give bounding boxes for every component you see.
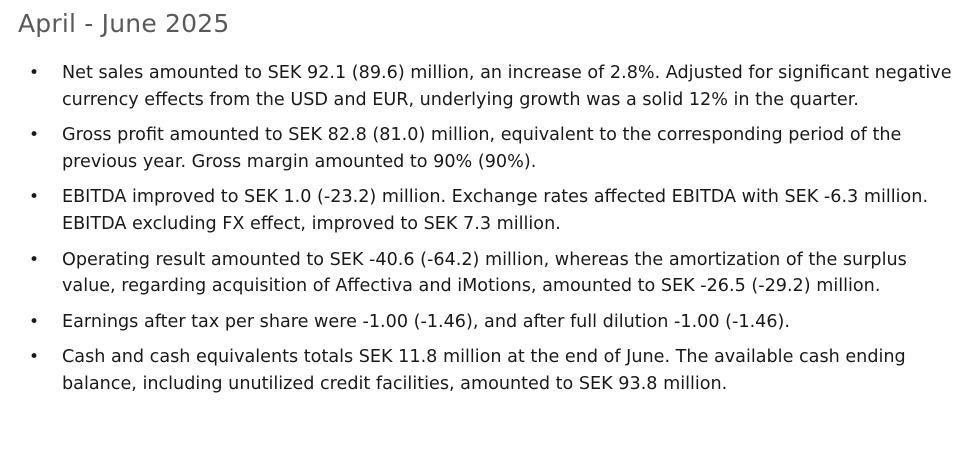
list-item-text: Gross profit amounted to SEK 82.8 (81.0)… <box>62 125 902 172</box>
list-item: • Cash and cash equivalents totals SEK 1… <box>0 344 975 397</box>
list-item: • Gross profit amounted to SEK 82.8 (81.… <box>0 122 975 175</box>
bullet-icon: • <box>28 125 40 146</box>
bullet-icon: • <box>28 187 40 208</box>
section-heading: April - June 2025 <box>18 9 230 38</box>
list-item-text: Cash and cash equivalents totals SEK 11.… <box>62 347 906 394</box>
bullet-icon: • <box>28 347 40 368</box>
list-item-text: Earnings after tax per share were -1.00 … <box>62 311 791 332</box>
list-item: • Earnings after tax per share were -1.0… <box>0 309 975 336</box>
list-item-text: Net sales amounted to SEK 92.1 (89.6) mi… <box>62 63 952 110</box>
list-item: • EBITDA improved to SEK 1.0 (-23.2) mil… <box>0 184 975 237</box>
list-item-text: EBITDA improved to SEK 1.0 (-23.2) milli… <box>62 187 929 234</box>
highlights-list: • Net sales amounted to SEK 92.1 (89.6) … <box>0 60 975 407</box>
list-item-text: Operating result amounted to SEK -40.6 (… <box>62 249 907 297</box>
bullet-icon: • <box>28 63 40 83</box>
bullet-icon: • <box>28 249 40 270</box>
bullet-icon: • <box>28 311 40 332</box>
list-item: • Net sales amounted to SEK 92.1 (89.6) … <box>0 60 975 113</box>
list-item: • Operating result amounted to SEK -40.6… <box>0 247 975 300</box>
